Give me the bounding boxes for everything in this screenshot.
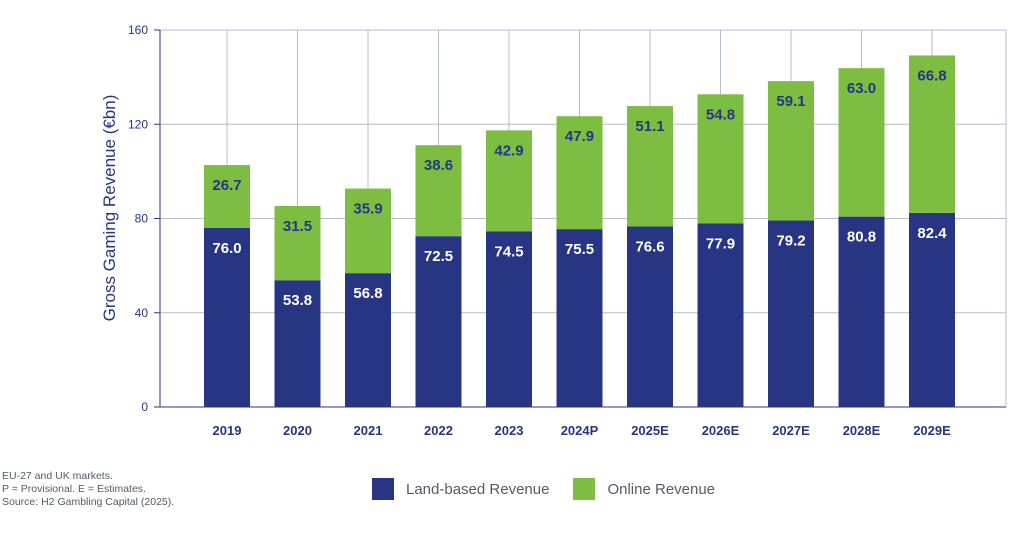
data-label-online: 59.1: [776, 93, 805, 110]
x-tick-label: 2024P: [561, 423, 599, 438]
bars: 76.0 26.7 53.8 31.5 56.8 35.9 72.5 38.6 74.5 42.9…: [204, 55, 955, 407]
bar-land-based: [345, 273, 391, 407]
data-label-land-based: 76.0: [212, 240, 241, 257]
data-label-online: 42.9: [494, 142, 523, 159]
note-provisional: P = Provisional. E = Estimates.: [2, 483, 146, 495]
data-label-online: 54.8: [706, 106, 735, 123]
bar-online: [486, 130, 532, 232]
x-tick-label: 2025E: [631, 423, 669, 438]
bar-land-based: [274, 280, 321, 407]
data-label-land-based: 82.4: [917, 225, 947, 242]
bar-online: [274, 206, 321, 281]
legend-swatch-online: [573, 478, 596, 500]
x-tick-label: 2028E: [843, 423, 881, 438]
data-label-land-based: 79.2: [776, 232, 805, 249]
bar-land-based: [909, 212, 955, 407]
data-label-land-based: 77.9: [706, 235, 735, 252]
bar-online: [909, 55, 955, 213]
bar-land-based: [838, 216, 885, 407]
y-axis-label: Gross Gaming Revenue (€bn): [100, 95, 119, 322]
data-label-land-based: 72.5: [424, 248, 453, 265]
data-label-online: 38.6: [424, 157, 453, 174]
bar-online: [627, 106, 673, 227]
legend-label-online: Online Revenue: [607, 480, 716, 498]
bar-land-based: [768, 220, 814, 407]
data-label-online: 26.7: [212, 177, 241, 194]
legend-label-land-based: Land-based Revenue: [406, 480, 550, 498]
bar-land-based: [204, 227, 250, 407]
data-label-online: 63.0: [847, 80, 876, 97]
chart-notes: EU-27 and UK markets. P = Provisional. E…: [2, 470, 174, 509]
bar-land-based: [627, 226, 673, 407]
data-label-land-based: 76.6: [635, 239, 664, 256]
legend-item-land-based: Land-based Revenue: [372, 478, 549, 500]
legend-swatch-land-based: [372, 478, 394, 500]
bar-land-based: [486, 231, 532, 407]
bar-online: [415, 145, 462, 237]
bar-land-based: [697, 223, 744, 407]
y-tick-label: 80: [135, 212, 149, 226]
bar-land-based: [556, 229, 603, 407]
data-label-land-based: 53.8: [283, 292, 312, 309]
x-tick-label: 2021: [354, 423, 383, 438]
x-tick-label: 2020: [283, 423, 312, 438]
data-label-land-based: 74.5: [494, 243, 523, 260]
x-tick-label: 2026E: [702, 423, 740, 438]
bar-land-based: [415, 236, 462, 407]
bar-online: [768, 81, 814, 221]
data-label-land-based: 80.8: [847, 229, 876, 246]
legend-item-online: Online Revenue: [573, 478, 715, 500]
bar-online: [838, 68, 885, 217]
legend: Land-based Revenue Online Revenue: [372, 478, 739, 500]
y-tick-label: 120: [128, 117, 148, 131]
bar-online: [556, 116, 603, 230]
data-label-online: 66.8: [917, 67, 946, 84]
x-tick-label: 2027E: [772, 423, 810, 438]
data-label-online: 35.9: [353, 201, 382, 218]
data-label-online: 51.1: [635, 118, 664, 135]
data-label-online: 31.5: [283, 218, 312, 235]
note-markets: EU-27 and UK markets.: [2, 470, 113, 482]
y-tick-label: 0: [141, 400, 148, 414]
x-tick-label: 2029E: [913, 423, 951, 438]
y-tick-label: 160: [128, 23, 148, 37]
bar-online: [204, 165, 250, 228]
data-label-land-based: 75.5: [565, 241, 594, 258]
x-tick-label: 2019: [213, 423, 242, 438]
y-tick-label: 40: [135, 306, 149, 320]
axes: 0 40 80 120 160 2019 2020 2021 2022 2023 2024P 2025…: [128, 23, 1006, 438]
bar-online: [697, 94, 744, 224]
bar-online: [345, 188, 391, 274]
data-label-online: 47.9: [565, 128, 594, 145]
note-source: Source: H2 Gambling Capital (2025).: [2, 496, 175, 508]
data-label-land-based: 56.8: [353, 285, 382, 302]
x-tick-label: 2022: [424, 423, 453, 438]
x-tick-label: 2023: [495, 423, 524, 438]
